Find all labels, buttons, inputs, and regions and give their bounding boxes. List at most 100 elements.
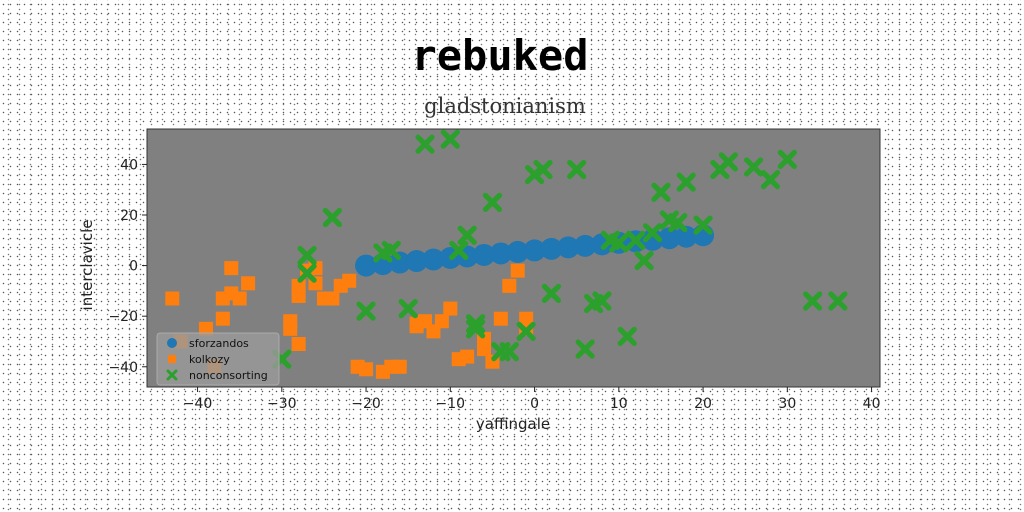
x-tick-label: 30: [778, 396, 796, 412]
sforzandos-point: [506, 240, 529, 263]
legend-marker-kolkozy: [168, 355, 176, 363]
sforzandos-point: [675, 225, 698, 248]
x-tick-label: −10: [436, 396, 466, 412]
sforzandos-point: [557, 236, 580, 259]
legend-marker: [166, 369, 178, 381]
sforzandos-point: [388, 251, 411, 274]
kolkozy-point: [443, 301, 458, 316]
chart-subtitle: gladstonianism: [424, 94, 586, 118]
kolkozy-point: [165, 291, 180, 306]
kolkozy-point: [241, 276, 256, 291]
nonconsorting-point: [457, 225, 477, 245]
legend-marker: [168, 355, 176, 363]
sforzandos-point: [523, 239, 546, 262]
nonconsorting-point: [642, 223, 663, 243]
y-axis-label: interclavicle: [78, 220, 96, 311]
series-kolkozy: [165, 261, 534, 379]
nonconsorting-point: [718, 152, 738, 172]
nonconsorting-point: [777, 149, 797, 169]
kolkozy-point: [434, 314, 449, 329]
nonconsorting-point: [415, 134, 435, 154]
kolkozy-point: [291, 337, 306, 351]
nonconsorting-point: [567, 159, 587, 180]
y-tick-label: 0: [129, 259, 138, 275]
nonconsorting-point: [541, 283, 562, 304]
sforzandos-point: [355, 254, 378, 277]
series-nonconsorting: [272, 129, 848, 369]
kolkozy-point: [510, 263, 525, 278]
kolkozy-point: [359, 362, 374, 377]
legend-label-sforzandos: sforzandos: [189, 337, 249, 350]
nonconsorting-point: [617, 326, 637, 347]
y-tick-label: 20: [120, 208, 138, 224]
nonconsorting-point: [592, 291, 612, 311]
nonconsorting-point: [297, 245, 317, 266]
nonconsorting-point: [465, 314, 486, 334]
kolkozy-point: [291, 288, 306, 303]
kolkozy-point: [502, 278, 517, 293]
nonconsorting-point: [440, 129, 460, 149]
nonconsorting-point: [828, 291, 848, 311]
legend-marker: [167, 338, 177, 348]
kolkozy-point: [232, 291, 247, 306]
x-tick-label: 20: [694, 396, 712, 412]
sforzandos-point: [489, 242, 512, 265]
y-tick-label: −40: [108, 360, 138, 376]
y-tick-label: −20: [108, 309, 138, 325]
x-tick-label: −30: [267, 396, 297, 412]
nonconsorting-point: [356, 301, 376, 321]
x-tick-label: −40: [183, 396, 213, 412]
sforzandos-point: [658, 227, 681, 250]
nonconsorting-point: [651, 182, 671, 202]
x-tick-label: 0: [530, 396, 539, 412]
nonconsorting-point: [575, 339, 595, 359]
nonconsorting-point: [499, 341, 519, 362]
nonconsorting-point: [449, 240, 469, 261]
sforzandos-point: [422, 248, 445, 271]
nonconsorting-point: [760, 169, 781, 190]
nonconsorting-point: [634, 250, 654, 271]
legend: sforzandos kolkozy nonconsorting: [156, 332, 280, 386]
nonconsorting-point: [322, 207, 342, 228]
kolkozy-point: [519, 311, 534, 326]
nonconsorting-point: [398, 298, 418, 319]
nonconsorting-point: [297, 263, 317, 283]
kolkozy-point: [392, 359, 407, 374]
kolkozy-point: [224, 261, 239, 276]
nonconsorting-point: [743, 157, 764, 177]
y-tick-label: 40: [120, 157, 138, 173]
kolkozy-point: [283, 314, 298, 329]
nonconsorting-point: [465, 319, 486, 339]
kolkozy-point: [198, 321, 213, 336]
chart-title: rebuked: [411, 31, 588, 80]
nonconsorting-point: [676, 172, 696, 192]
nonconsorting-point: [802, 291, 823, 311]
legend-box: [156, 332, 280, 386]
sforzandos-point: [473, 243, 496, 266]
sforzandos-point: [540, 237, 563, 260]
legend-marker-nonconsorting: [166, 369, 178, 381]
sforzandos-point: [405, 250, 428, 273]
nonconsorting-point: [533, 159, 553, 180]
kolkozy-point: [493, 311, 508, 326]
kolkozy-point: [342, 273, 357, 288]
x-tick-label: 40: [863, 396, 881, 412]
kolkozy-point: [215, 311, 230, 326]
nonconsorting-point: [626, 230, 646, 250]
x-axis-label: yaffingale: [476, 415, 550, 433]
sforzandos-point: [641, 228, 664, 251]
nonconsorting-point: [381, 240, 401, 261]
legend-marker-sforzandos: [167, 338, 177, 348]
nonconsorting-point: [482, 192, 503, 212]
legend-label-kolkozy: kolkozy: [189, 353, 230, 366]
nonconsorting-point: [609, 233, 629, 253]
kolkozy-point: [460, 349, 475, 364]
nonconsorting-point: [693, 215, 713, 235]
series-sforzandos: [355, 224, 715, 277]
nonconsorting-point: [668, 212, 688, 233]
x-tick-label: −20: [351, 396, 381, 412]
sforzandos-point: [574, 234, 597, 257]
kolkozy-point: [325, 291, 340, 306]
nonconsorting-point: [516, 321, 536, 341]
legend-label-nonconsorting: nonconsorting: [189, 369, 268, 382]
